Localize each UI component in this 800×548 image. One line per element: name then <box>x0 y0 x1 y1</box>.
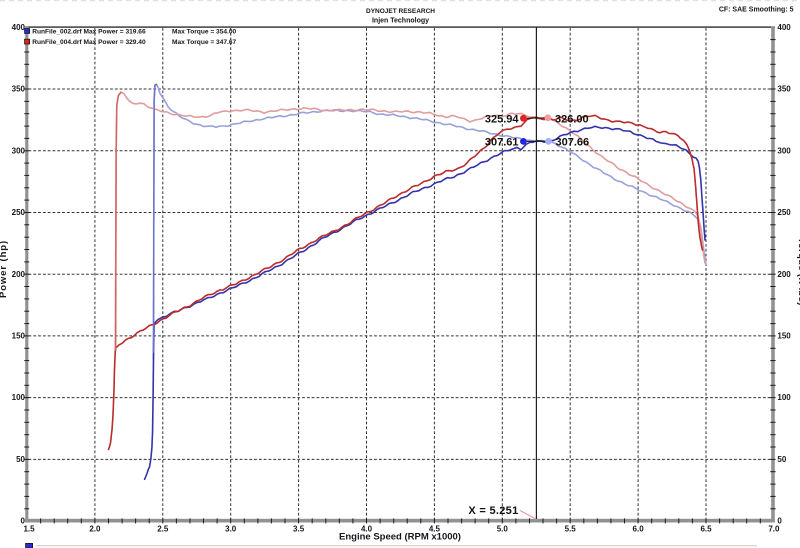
svg-text:200: 200 <box>12 270 26 279</box>
svg-text:325.94: 325.94 <box>485 113 520 125</box>
svg-text:4.0: 4.0 <box>361 525 373 534</box>
svg-text:1.5: 1.5 <box>23 525 35 534</box>
svg-text:150: 150 <box>12 332 26 341</box>
svg-text:250: 250 <box>12 208 26 217</box>
svg-text:50: 50 <box>777 455 786 464</box>
svg-text:307.66: 307.66 <box>556 136 590 148</box>
svg-text:300: 300 <box>12 146 26 155</box>
svg-text:7.0: 7.0 <box>768 525 780 534</box>
svg-text:0: 0 <box>777 517 782 526</box>
svg-text:Max Torque = 347.67: Max Torque = 347.67 <box>172 39 237 46</box>
svg-text:2.5: 2.5 <box>157 525 169 534</box>
svg-text:X = 5.251: X = 5.251 <box>468 505 518 517</box>
svg-text:6.5: 6.5 <box>700 525 712 534</box>
svg-text:326.00: 326.00 <box>555 113 589 125</box>
svg-text:150: 150 <box>777 332 791 341</box>
svg-text:350: 350 <box>777 85 791 94</box>
svg-text:4.5: 4.5 <box>429 525 441 534</box>
svg-text:CF: SAE Smoothing: 5: CF: SAE Smoothing: 5 <box>719 7 794 14</box>
svg-text:3.0: 3.0 <box>225 525 237 534</box>
svg-text:300: 300 <box>777 146 791 155</box>
svg-text:3.5: 3.5 <box>293 525 305 534</box>
svg-text:400: 400 <box>12 23 26 32</box>
svg-text:5.0: 5.0 <box>497 525 509 534</box>
svg-text:400: 400 <box>777 23 791 32</box>
svg-text:Power (hp): Power (hp) <box>0 240 9 298</box>
svg-text:100: 100 <box>12 393 26 402</box>
svg-text:5.5: 5.5 <box>565 525 577 534</box>
svg-text:50: 50 <box>16 455 25 464</box>
svg-text:Max Torque = 354.00: Max Torque = 354.00 <box>172 28 237 35</box>
svg-text:DYNOJET RESEARCH: DYNOJET RESEARCH <box>366 8 435 15</box>
svg-text:Torque (ft-lbs): Torque (ft-lbs) <box>796 238 800 306</box>
svg-text:6.0: 6.0 <box>633 525 645 534</box>
svg-text:Engine Speed (RPM x1000): Engine Speed (RPM x1000) <box>339 532 461 543</box>
svg-text:RunFile_004.drf Max Power = 32: RunFile_004.drf Max Power = 329.40 <box>32 39 146 46</box>
svg-text:2.0: 2.0 <box>89 525 101 534</box>
svg-text:RunFile_002.drf Max Power = 31: RunFile_002.drf Max Power = 319.66 <box>32 28 146 35</box>
svg-text:0: 0 <box>21 517 26 526</box>
svg-text:200: 200 <box>777 270 791 279</box>
svg-text:350: 350 <box>12 85 26 94</box>
svg-text:Injen Technology: Injen Technology <box>372 18 429 25</box>
svg-text:307.61: 307.61 <box>485 136 519 148</box>
svg-text:250: 250 <box>777 208 791 217</box>
svg-text:100: 100 <box>777 393 791 402</box>
